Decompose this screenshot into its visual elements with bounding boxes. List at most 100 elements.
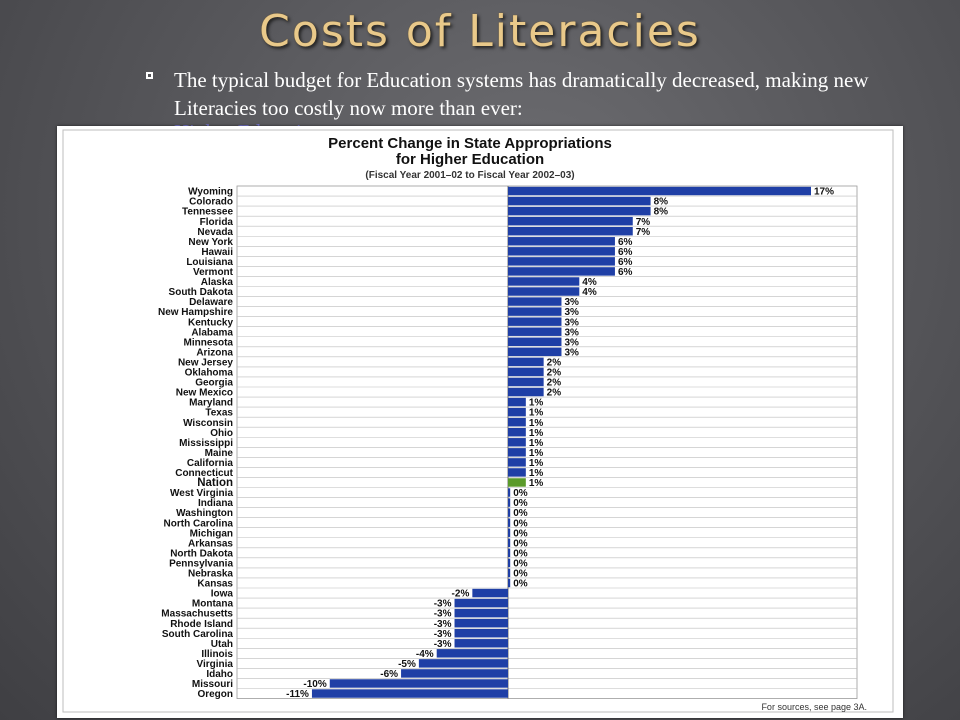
category-label: Wisconsin (183, 418, 233, 429)
bar (508, 377, 544, 387)
bar (436, 649, 508, 658)
category-label: Wyoming (188, 187, 233, 198)
category-label: Minnesota (184, 337, 234, 348)
bar (311, 689, 508, 698)
category-label: New Hampshire (158, 307, 233, 318)
data-label: -2% (452, 589, 470, 600)
source-note: For sources, see page 3A. (761, 702, 867, 712)
data-label: 0% (513, 528, 528, 539)
data-label: -3% (434, 599, 452, 610)
category-label: Vermont (193, 267, 234, 278)
data-label: 8% (654, 197, 669, 208)
bar (508, 257, 615, 266)
category-label: Kansas (197, 579, 233, 590)
category-label: Delaware (189, 297, 233, 308)
category-label: Texas (205, 408, 233, 419)
category-label: South Dakota (169, 287, 234, 298)
category-label: Oklahoma (185, 368, 234, 379)
category-label: Oregon (197, 689, 233, 700)
bar (508, 307, 562, 316)
bar (508, 186, 811, 196)
data-label: 1% (529, 448, 544, 459)
bar (508, 568, 511, 578)
data-label: 1% (529, 428, 544, 439)
data-label: 1% (529, 418, 544, 429)
data-label: 7% (636, 227, 651, 238)
data-label: 2% (547, 357, 562, 368)
data-label: -3% (434, 619, 452, 630)
data-label: 4% (582, 277, 597, 288)
data-label: -4% (416, 649, 434, 660)
category-label: Indiana (198, 498, 233, 509)
category-label: Alabama (191, 327, 233, 338)
bar (508, 277, 580, 286)
category-label: Nation (197, 477, 233, 489)
data-label: 3% (564, 307, 579, 318)
bar (508, 196, 651, 206)
bar (508, 468, 526, 477)
category-label: Iowa (211, 589, 234, 600)
category-label: Illinois (201, 649, 233, 660)
bar (508, 438, 526, 447)
category-label: Montana (192, 599, 234, 610)
category-label: Hawaii (201, 247, 233, 258)
category-label: Utah (211, 639, 233, 650)
bullet-text: The typical budget for Education systems… (174, 68, 869, 120)
bar (508, 337, 562, 346)
category-label: Alaska (201, 277, 234, 288)
bar (329, 679, 508, 688)
bar (508, 216, 633, 226)
category-label: North Carolina (164, 518, 234, 529)
data-label: 2% (547, 368, 562, 379)
bar (508, 267, 615, 276)
chart-border (62, 129, 894, 713)
data-label: -6% (380, 669, 398, 680)
data-label: -3% (434, 629, 452, 640)
data-label: 1% (529, 398, 544, 409)
chart-subtitle: (Fiscal Year 2001–02 to Fiscal Year 2002… (365, 170, 574, 181)
bar (508, 287, 580, 296)
data-label: 0% (513, 579, 528, 590)
data-label: 6% (618, 237, 633, 248)
chart-image: Percent Change in State Appropriations fo… (57, 126, 903, 718)
category-label: Kentucky (188, 317, 233, 328)
category-label: California (187, 458, 234, 469)
bar (508, 488, 511, 497)
bar (508, 327, 562, 336)
bar (508, 428, 526, 437)
category-label: New Jersey (178, 357, 233, 368)
data-label: 1% (529, 438, 544, 449)
bar (508, 458, 526, 467)
data-label: 3% (564, 317, 579, 328)
category-label: Georgia (195, 378, 233, 389)
square-bullet-icon (146, 72, 153, 79)
bar (508, 558, 511, 568)
bar (508, 387, 544, 397)
data-label: 0% (513, 508, 528, 519)
bar (508, 478, 526, 487)
data-label: -3% (434, 609, 452, 620)
bar (508, 538, 511, 547)
bar (508, 508, 511, 517)
category-label: Washington (176, 508, 233, 519)
bar (472, 588, 508, 598)
data-label: 0% (513, 548, 528, 559)
category-label: Rhode Island (170, 619, 233, 630)
category-label: Nebraska (188, 569, 233, 580)
data-label: -3% (434, 639, 452, 650)
data-label: 1% (529, 458, 544, 469)
data-label: 0% (513, 488, 528, 499)
data-label: 1% (529, 478, 544, 489)
bar (508, 407, 526, 417)
bar (454, 598, 508, 608)
category-label: Missouri (192, 679, 233, 690)
category-label: Pennsylvania (169, 558, 233, 569)
data-label: 0% (513, 569, 528, 580)
bar (454, 618, 508, 628)
data-label: 2% (547, 378, 562, 389)
slide-title: Costs of Literacies (259, 6, 701, 57)
category-label: Louisiana (186, 257, 233, 268)
category-label: Arizona (196, 347, 233, 358)
category-label: Connecticut (175, 468, 233, 479)
data-label: -5% (398, 659, 416, 670)
